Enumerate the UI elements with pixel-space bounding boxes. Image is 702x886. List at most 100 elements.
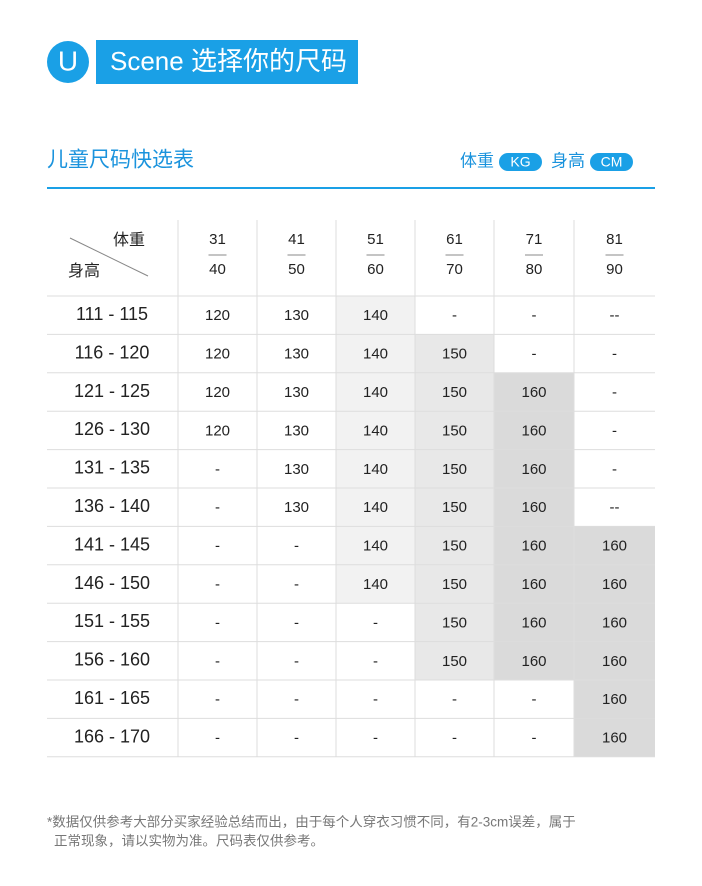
size-cell: 140 xyxy=(363,422,388,439)
cell-shade xyxy=(415,449,494,488)
size-cell: - xyxy=(215,538,220,555)
cell-shade xyxy=(574,603,655,642)
size-cell: - xyxy=(294,653,299,670)
cell-shade xyxy=(494,526,574,565)
size-cell: - xyxy=(532,346,537,363)
size-cell: -- xyxy=(610,307,620,324)
column-weight: 51 xyxy=(367,231,384,248)
unit-code: KG xyxy=(510,154,530,170)
size-cell: - xyxy=(215,499,220,516)
size-cell: 160 xyxy=(521,538,546,555)
row-label: 151 - 155 xyxy=(74,611,150,631)
size-cell: 160 xyxy=(521,614,546,631)
row-label: 126 - 130 xyxy=(74,419,150,439)
size-cell: - xyxy=(294,691,299,708)
column-weight: 81 xyxy=(606,231,623,248)
unit-label: 身高 xyxy=(551,151,585,170)
column-height: 70 xyxy=(446,261,463,278)
cell-shade xyxy=(494,411,574,450)
footnote: 正常现象，请以实物为准。尺码表仅供参考。 xyxy=(54,833,324,849)
cell-shade xyxy=(494,372,574,412)
size-cell: 140 xyxy=(363,346,388,363)
size-cell: 140 xyxy=(363,576,388,593)
size-cell: - xyxy=(612,346,617,363)
cell-shade xyxy=(494,488,574,527)
cell-shade xyxy=(574,718,655,757)
cell-shade xyxy=(574,641,655,680)
section-title: 儿童尺码快选表 xyxy=(47,149,194,172)
unit-pill xyxy=(590,153,633,171)
column-weight: 71 xyxy=(526,231,543,248)
unit-code: CM xyxy=(601,154,623,170)
cell-shade xyxy=(494,449,574,488)
size-cell: 160 xyxy=(602,691,627,708)
size-cell: - xyxy=(612,422,617,439)
size-cell: - xyxy=(215,614,220,631)
size-cell: - xyxy=(294,730,299,747)
size-cell: 160 xyxy=(602,614,627,631)
cell-shade xyxy=(336,411,415,450)
row-label: 156 - 160 xyxy=(74,650,150,670)
column-weight: 41 xyxy=(288,231,305,248)
row-label: 146 - 150 xyxy=(74,573,150,593)
size-cell: 150 xyxy=(442,538,467,555)
cell-shade xyxy=(494,641,574,680)
size-cell: - xyxy=(294,576,299,593)
size-cell: - xyxy=(532,730,537,747)
cell-shade xyxy=(415,334,494,373)
cell-shade xyxy=(415,603,494,642)
column-height: 60 xyxy=(367,261,384,278)
size-cell: -- xyxy=(610,499,620,516)
size-cell: 160 xyxy=(602,538,627,555)
size-cell: 150 xyxy=(442,346,467,363)
cell-shade xyxy=(574,526,655,565)
size-cell: 140 xyxy=(363,538,388,555)
size-cell: 120 xyxy=(205,422,230,439)
header-title: Scene 选择你的尺码 xyxy=(110,46,347,76)
size-cell: 150 xyxy=(442,614,467,631)
badge-letter: U xyxy=(58,45,78,76)
cell-shade xyxy=(494,564,574,604)
size-cell: 160 xyxy=(521,422,546,439)
size-cell: 150 xyxy=(442,499,467,516)
row-label: 131 - 135 xyxy=(74,458,150,478)
size-cell: - xyxy=(215,730,220,747)
column-height: 90 xyxy=(606,261,623,278)
cell-shade xyxy=(574,680,655,719)
cell-shade xyxy=(336,526,415,565)
cell-shade xyxy=(415,564,494,604)
size-cell: 130 xyxy=(284,499,309,516)
size-cell: 160 xyxy=(521,653,546,670)
cell-shade xyxy=(415,526,494,565)
size-cell: - xyxy=(373,691,378,708)
cell-shade xyxy=(415,411,494,450)
size-cell: - xyxy=(373,730,378,747)
cell-shade xyxy=(574,564,655,604)
row-label: 141 - 145 xyxy=(74,534,150,554)
row-label: 116 - 120 xyxy=(75,342,150,362)
unit-pill xyxy=(499,153,542,171)
cell-shade xyxy=(494,603,574,642)
size-cell: 150 xyxy=(442,461,467,478)
cell-shade xyxy=(336,372,415,412)
size-cell: 130 xyxy=(284,461,309,478)
size-cell: - xyxy=(532,691,537,708)
footnote: *数据仅供参考大部分买家经验总结而出，由于每个人穿衣习惯不同，有2-3cm误差，… xyxy=(47,814,576,830)
size-cell: 130 xyxy=(284,384,309,401)
size-cell: 160 xyxy=(521,384,546,401)
cell-shade xyxy=(415,372,494,412)
size-cell: - xyxy=(294,538,299,555)
size-cell: - xyxy=(373,653,378,670)
cell-shade xyxy=(336,296,415,335)
column-height: 50 xyxy=(288,261,305,278)
size-cell: - xyxy=(612,461,617,478)
row-label: 161 - 165 xyxy=(74,688,150,708)
size-cell: 140 xyxy=(363,307,388,324)
column-height: 40 xyxy=(209,261,226,278)
size-cell: 160 xyxy=(602,730,627,747)
size-cell: - xyxy=(452,730,457,747)
size-cell: 160 xyxy=(521,576,546,593)
size-cell: 150 xyxy=(442,653,467,670)
size-cell: 160 xyxy=(521,461,546,478)
cell-shade xyxy=(336,564,415,604)
